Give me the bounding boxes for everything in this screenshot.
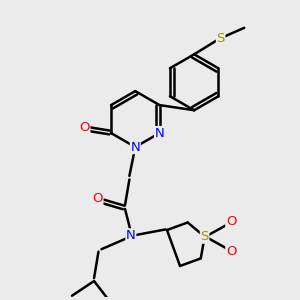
Text: N: N <box>126 229 136 242</box>
Text: S: S <box>200 230 209 243</box>
Text: N: N <box>130 141 140 154</box>
Text: O: O <box>79 121 90 134</box>
Text: O: O <box>92 192 103 205</box>
Text: O: O <box>226 215 236 228</box>
Text: O: O <box>226 245 236 258</box>
Text: S: S <box>217 32 225 45</box>
Text: N: N <box>154 127 164 140</box>
